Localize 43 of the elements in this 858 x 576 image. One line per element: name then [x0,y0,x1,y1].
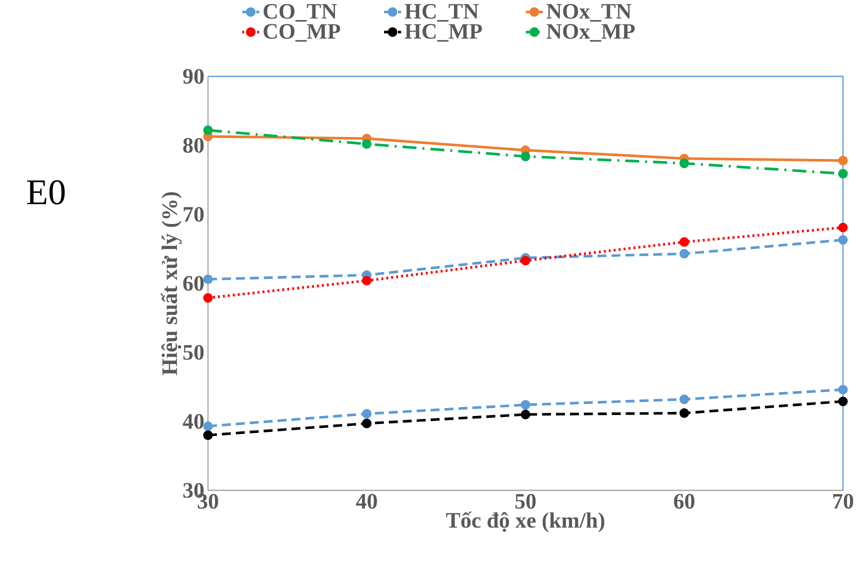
legend-label: NOx_TN [546,4,632,22]
point [203,421,213,431]
x-tick-label: 50 [515,494,536,509]
point [679,237,690,247]
point [362,418,372,428]
point [679,394,690,404]
point [520,256,530,266]
y-axis-title: Hiệu suất xử lý (%) [160,192,182,375]
point [362,139,372,149]
point [838,168,848,178]
point [838,222,848,232]
point [838,396,848,406]
point [362,276,372,286]
legend-label: NOx_MP [546,24,635,42]
legend-label: HC_TN [404,4,479,22]
y-tick-label: 70 [184,206,204,222]
legend-label: CO_MP [264,24,340,42]
point [203,125,213,135]
point [362,408,372,418]
legend-label: CO_TN [264,4,337,22]
point [520,151,530,162]
y-tick-label: 60 [183,276,204,291]
point [838,234,848,245]
legend-label: HC_MP [404,24,482,42]
y-tick-label: 50 [183,344,204,360]
y-tick-label: 80 [183,138,204,153]
point [679,248,690,258]
point [203,430,213,440]
point [520,400,530,410]
x-tick-label: 40 [356,494,377,509]
y-tick-label: 90 [183,68,204,84]
text: E0 [27,180,65,204]
point [838,384,848,394]
y-tick-label: 40 [182,414,204,429]
point [679,408,690,418]
point [520,409,530,420]
point [838,156,848,166]
point [679,158,690,168]
point [203,292,213,302]
x-tick-label: 60 [674,494,694,509]
point [203,274,213,284]
x-tick-label: 70 [833,494,854,509]
x-axis-title: Tốc độ xe (km/h) [446,511,604,532]
